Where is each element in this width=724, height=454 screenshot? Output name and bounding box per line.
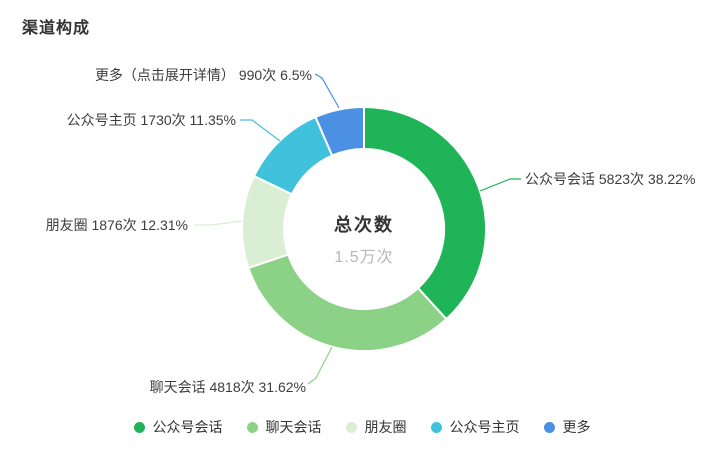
- label-line-4: [240, 119, 281, 142]
- slice-label-pengyouquan: 朋友圈 1876次 12.31%: [45, 217, 188, 233]
- legend-dot-icon: [430, 421, 442, 433]
- label-line-5: [314, 73, 340, 109]
- donut-slice-2[interactable]: [247, 253, 448, 353]
- slice-label-liaotian-huihua: 聊天会话 4818次 31.62%: [149, 379, 306, 395]
- legend-dot-icon: [345, 421, 357, 433]
- chart-legend: 公众号会话 聊天会话 朋友圈 公众号主页 更多: [0, 417, 724, 437]
- slice-label-more-expand-details[interactable]: 更多（点击展开详情） 990次 6.5%: [94, 67, 312, 83]
- legend-dot-icon: [543, 421, 555, 433]
- slice-label-gongzhonghao-zhuye: 公众号主页 1730次 11.35%: [66, 112, 236, 128]
- legend-item-more[interactable]: 更多: [543, 417, 591, 437]
- label-line-3: [194, 220, 243, 226]
- legend-dot-icon: [246, 421, 258, 433]
- donut-slice-1[interactable]: [363, 106, 488, 321]
- legend-item-gongzhonghao-zhuye[interactable]: 公众号主页: [430, 417, 520, 437]
- slice-label-gongzhonghao-huihua: 公众号会话 5823次 38.22%: [525, 171, 696, 187]
- label-line-1: [479, 178, 521, 192]
- label-line-2: [307, 346, 333, 385]
- donut-slice-5[interactable]: [314, 105, 365, 157]
- legend-item-liaotian-huihua[interactable]: 聊天会话: [246, 417, 322, 437]
- legend-item-gongzhonghao-huihua[interactable]: 公众号会话: [133, 417, 223, 437]
- chart-title: 渠道构成: [22, 20, 91, 37]
- legend-item-pengyouquan[interactable]: 朋友圈: [345, 417, 407, 437]
- legend-dot-icon: [133, 421, 145, 433]
